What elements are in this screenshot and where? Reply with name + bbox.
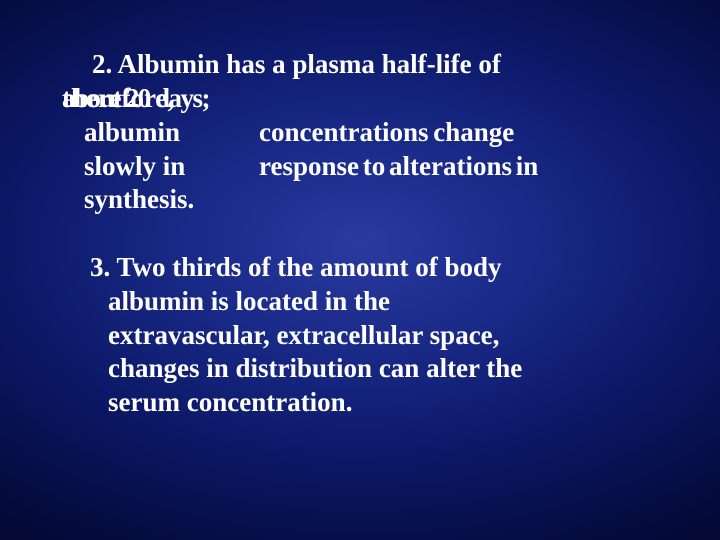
point-2-row-b-col1: slowly in xyxy=(84,150,259,184)
point-2-row-a-col2: concentrations change xyxy=(259,116,624,150)
point-2-overlap-line: therefore, about 20 days; xyxy=(62,82,658,116)
point-2-overlap-above: about 20 days; xyxy=(62,82,209,116)
point-2-row-b: slowly in response to alterations in xyxy=(84,150,624,184)
point-3-body: albumin is located in the extravascular,… xyxy=(108,285,658,420)
point-3-line-4: changes in distribution can alter the xyxy=(108,352,658,386)
point-2-line-1: 2. Albumin has a plasma half-life of xyxy=(92,48,658,82)
point-3-line-2: albumin is located in the xyxy=(108,285,658,319)
point-2-row-a: albumin concentrations change xyxy=(84,116,624,150)
point-3: 3. Two thirds of the amount of body albu… xyxy=(62,251,658,420)
point-3-line-3: extravascular, extracellular space, xyxy=(108,319,658,353)
point-2-last: synthesis. xyxy=(84,183,658,217)
point-2-body: albumin concentrations change slowly in … xyxy=(84,116,658,217)
point-2: 2. Albumin has a plasma half-life of the… xyxy=(62,48,658,217)
point-2-row-b-col2: response to alterations in xyxy=(259,150,624,184)
point-3-line-1: 3. Two thirds of the amount of body xyxy=(90,251,678,285)
point-2-row-a-col1: albumin xyxy=(84,116,259,150)
slide-content: 2. Albumin has a plasma half-life of the… xyxy=(0,0,720,540)
point-3-line-5: serum concentration. xyxy=(108,386,658,420)
